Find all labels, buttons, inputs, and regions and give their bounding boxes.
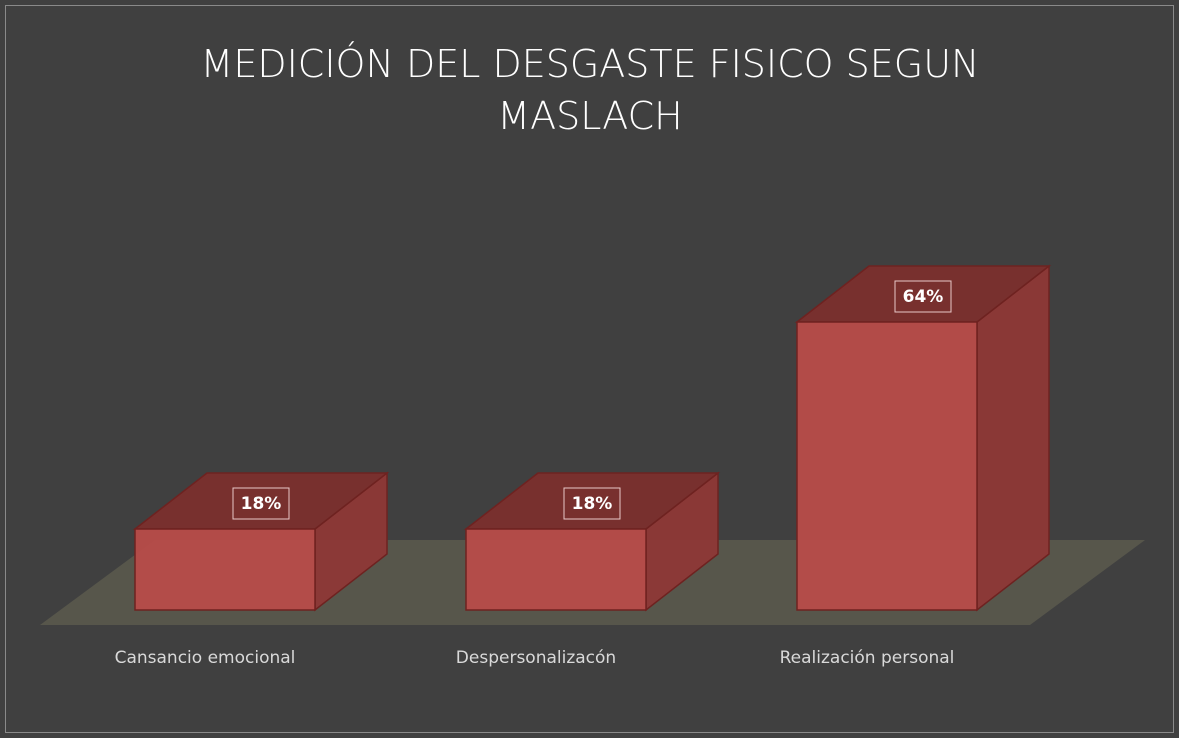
bar — [796, 321, 978, 611]
data-label: 18% — [241, 494, 282, 514]
data-label-box — [894, 280, 952, 313]
chart-title: MEDICIÓN DEL DESGASTE FISICO SEGUN MASLA… — [200, 42, 980, 138]
bar — [465, 528, 647, 611]
x-tick-label: Realización personal — [780, 648, 955, 668]
bar-side — [976, 264, 1050, 612]
data-label-box — [563, 487, 621, 520]
chart-border — [5, 5, 1174, 733]
data-label-box — [232, 487, 290, 520]
x-tick-label: Despersonalizacón — [456, 648, 616, 668]
data-label: 64% — [903, 287, 944, 307]
bar — [134, 528, 316, 611]
data-label: 18% — [572, 494, 613, 514]
x-tick-label: Cansancio emocional — [115, 648, 296, 668]
